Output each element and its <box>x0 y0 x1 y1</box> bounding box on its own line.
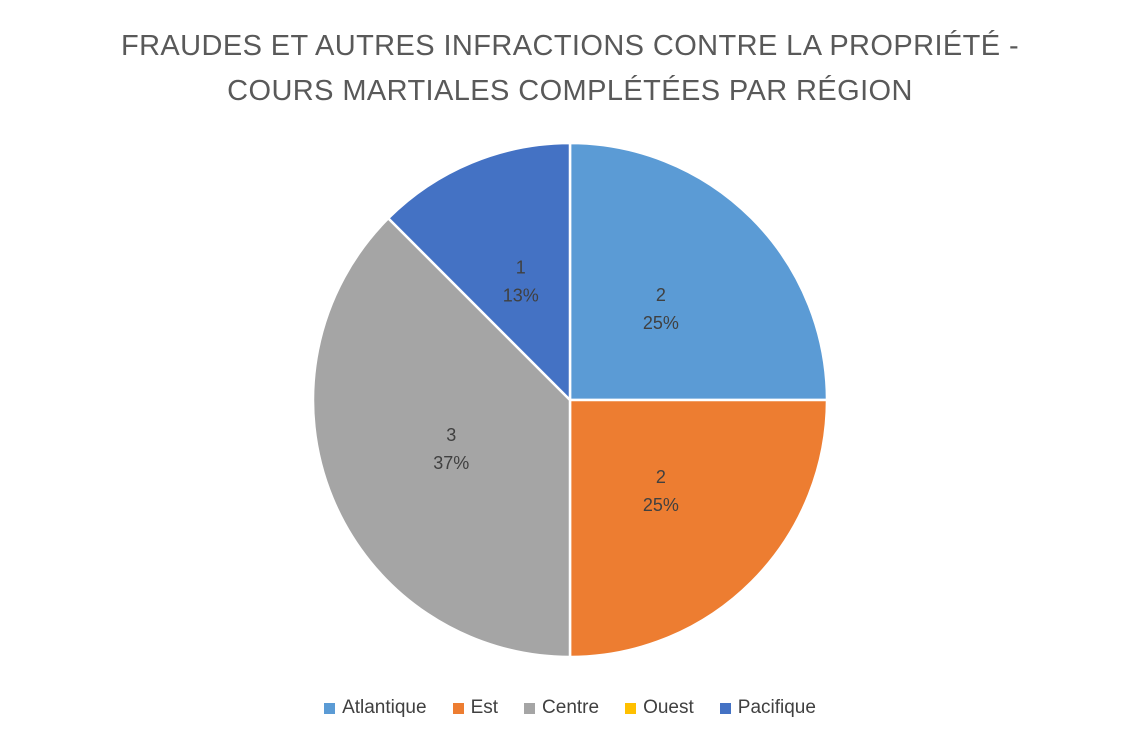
slice-percent-label-centre: 37% <box>433 453 469 473</box>
legend-swatch-ouest <box>625 702 637 714</box>
slice-value-label-atlantique: 2 <box>656 285 666 305</box>
legend-swatch-atlantique <box>324 702 336 714</box>
legend-label-est: Est <box>470 697 499 718</box>
slice-value-label-est: 2 <box>656 467 666 487</box>
legend-swatch-centre <box>524 702 536 714</box>
chart-legend: Atlantique Est Centre Ouest Pacifique <box>0 697 1140 719</box>
slice-percent-label-pacifique: 13% <box>503 285 539 305</box>
slice-value-label-centre: 3 <box>446 425 456 445</box>
pie-slice-atlantique <box>568 141 829 402</box>
slice-value-label-pacifique: 1 <box>516 257 526 277</box>
pie-slice-pacifique <box>387 141 572 402</box>
legend-item-atlantique: Atlantique <box>324 697 427 719</box>
legend-item-pacifique: Pacifique <box>719 697 816 719</box>
legend-item-est: Est <box>452 697 499 719</box>
legend-swatch-est <box>452 702 464 714</box>
legend-label-pacifique: Pacifique <box>737 697 816 718</box>
chart-title-line-1: FRAUDES ET AUTRES INFRACTIONS CONTRE LA … <box>120 30 1020 62</box>
pie-slice-centre <box>311 217 572 659</box>
chart-title-line-2: COURS MARTIALES COMPLÉTÉES PAR RÉGION <box>227 75 913 107</box>
pie-slice-est <box>568 398 829 659</box>
slice-percent-label-atlantique: 25% <box>643 313 679 333</box>
legend-label-atlantique: Atlantique <box>342 697 427 718</box>
chart-title: FRAUDES ET AUTRES INFRACTIONS CONTRE LA … <box>0 24 1140 114</box>
slice-percent-label-est: 25% <box>643 495 679 515</box>
legend-item-centre: Centre <box>524 697 599 719</box>
legend-label-centre: Centre <box>542 697 600 718</box>
legend-item-ouest: Ouest <box>625 697 694 719</box>
legend-label-ouest: Ouest <box>643 697 694 718</box>
legend-swatch-pacifique <box>719 702 731 714</box>
